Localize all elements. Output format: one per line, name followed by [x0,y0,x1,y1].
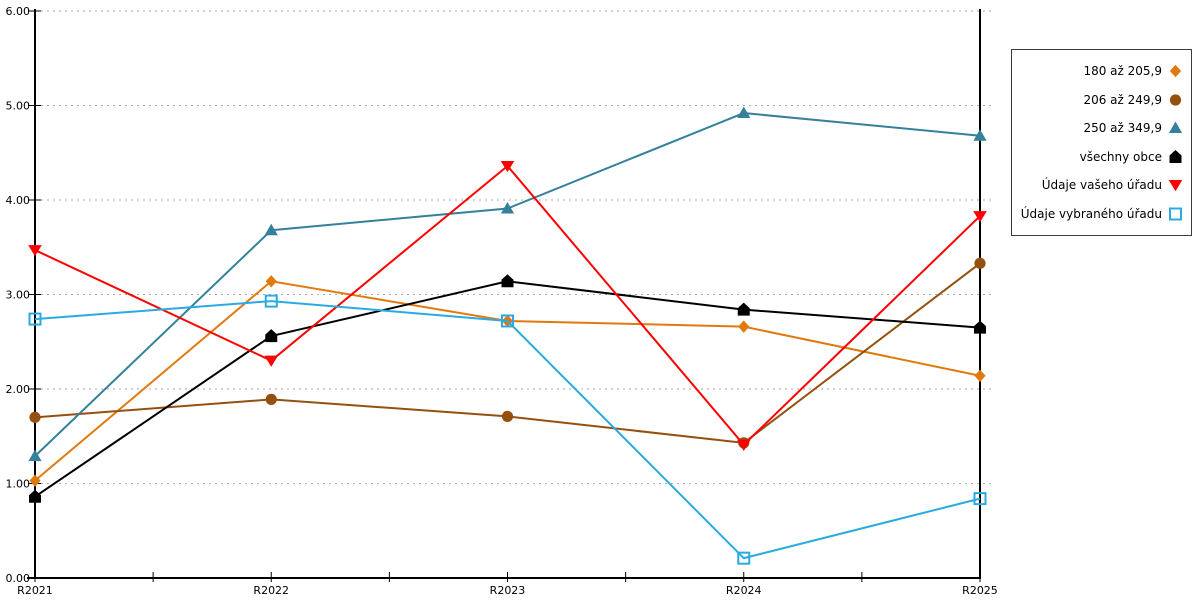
legend-item: 180 až 205,9 [1012,62,1191,80]
legend-marker-icon [1169,94,1182,106]
series-line-5 [34,300,981,560]
series-marker-2 [737,106,751,119]
series-marker-3 [737,302,750,316]
legend-marker-icon [1169,149,1182,163]
legend-marker-icon [1168,121,1183,134]
series-marker-2 [500,202,515,214]
chart-legend: 180 až 205,9 206 až 249,9 250 až 349,9 všec… [1011,49,1192,236]
series-marker-1 [501,410,514,423]
x-tick-label: R2022 [253,584,289,597]
legend-marker-shape [1169,149,1182,163]
series-marker-0 [265,275,277,288]
y-tick-label: 6.00 [6,5,31,18]
x-tick-label: R2024 [726,584,762,597]
y-tick-label: 0.00 [6,572,31,585]
y-tick-label: 3.00 [6,289,31,302]
series-marker-2 [264,223,278,236]
series-marker-0 [29,474,41,487]
series-marker-5 [28,312,42,326]
legend-item-label: všechny obce [1079,149,1162,164]
series-marker-3 [29,489,41,503]
legend-item: Údaje vašeho úřadu [1012,176,1191,194]
x-tick-label: R2025 [962,584,998,597]
legend-marker-icon [1169,207,1182,221]
legend-item: Údaje vybraného úřadu [1012,205,1191,223]
y-tick-label: 2.00 [6,383,31,396]
y-tick-label: 1.00 [6,478,31,491]
series-marker-4 [264,355,279,367]
series-marker-4 [736,439,751,451]
legend-item-label: 250 až 349,9 [1083,121,1162,136]
legend-marker-shape [1169,65,1182,78]
series-line-3 [34,280,981,498]
series-marker-5 [264,294,278,308]
series-marker-2 [973,129,987,141]
legend-marker-shape [1169,94,1182,106]
series-marker-5 [737,551,751,565]
legend-marker-icon [1168,180,1183,192]
x-tick-label: R2021 [17,584,53,597]
y-tick-label: 4.00 [6,194,31,207]
legend-item-label: Údaje vybraného úřadu [1020,206,1162,221]
series-marker-4 [973,211,987,223]
series-marker-1 [29,411,41,423]
y-tick-label: 5.00 [6,100,31,113]
series-line-0 [34,280,981,482]
legend-marker-shape [1169,207,1182,221]
legend-item: 206 až 249,9 [1012,91,1191,109]
x-tick-label: R2023 [490,584,526,597]
series-marker-3 [265,329,278,343]
series-marker-4 [28,245,42,257]
legend-marker-shape [1168,180,1183,192]
legend-item: 250 až 349,9 [1012,119,1191,137]
series-marker-3 [974,320,986,334]
series-marker-5 [973,492,987,506]
series-marker-5 [501,314,514,328]
series-marker-1 [974,257,986,269]
legend-item-label: 206 až 249,9 [1083,92,1162,107]
legend-item-label: 180 až 205,9 [1083,64,1162,79]
series-marker-2 [28,449,42,462]
series-marker-4 [500,160,515,173]
legend-item-label: Údaje vašeho úřadu [1041,178,1162,193]
series-marker-1 [265,393,277,405]
series-marker-3 [501,274,514,288]
legend-marker-icon [1169,65,1182,78]
legend-item: všechny obce [1012,148,1191,166]
series-marker-0 [738,320,750,333]
series-marker-0 [974,369,986,382]
legend-marker-shape [1168,121,1183,134]
